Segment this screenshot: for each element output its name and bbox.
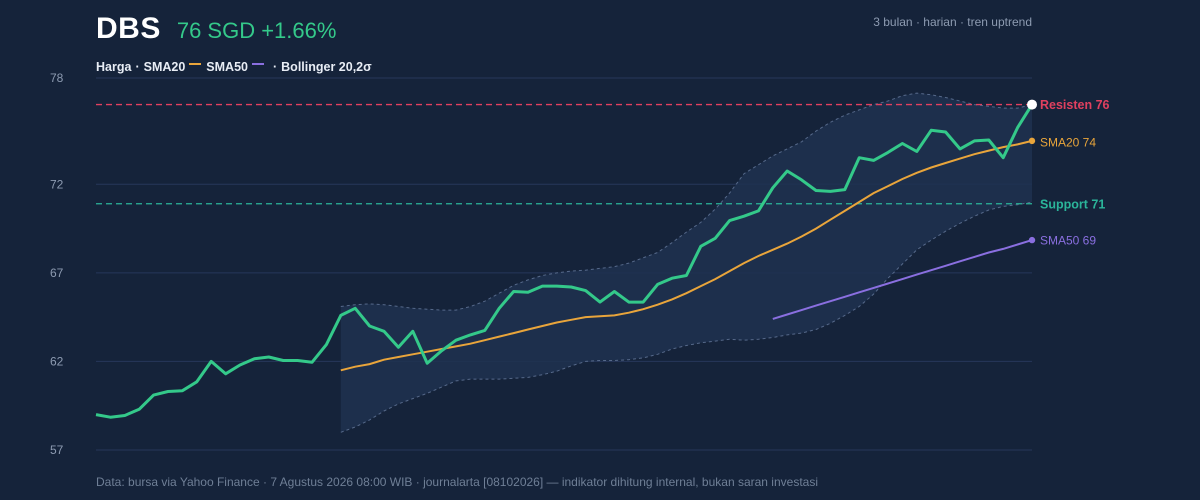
ticker-symbol: DBS [96,12,161,45]
legend-sma50: SMA50 [206,60,248,74]
price-change: 76 SGD +1.66% [176,18,337,43]
legend-bollinger: Bollinger 20,2σ [281,60,372,74]
price-line [95,103,1034,419]
sma20-end-marker [1028,137,1036,145]
legend-sma50-swatch [251,63,264,65]
sma50-end-marker [1028,236,1036,244]
sma20-line [340,139,1033,372]
legend-separator: · [135,60,140,74]
y-tick-label: 62 [50,354,64,368]
y-tick-label: 78 [50,71,64,85]
legend-separator: · [272,60,278,74]
footer-source: Data: bursa via Yahoo Finance · 7 Agustu… [96,475,818,489]
bollinger-upper-line [340,92,1033,311]
legend: Harga · SMA20 SMA50 · Bollinger 20,2σ [96,60,372,74]
bollinger-lower-line [340,201,1033,433]
header: DBS 76 SGD +1.66% [96,12,336,46]
support-label: Support 71 [1040,197,1105,211]
sma50-line [772,239,1033,320]
legend-sma20: SMA20 [143,60,186,74]
y-tick-label: 57 [50,443,64,457]
legend-sma20-swatch [189,63,202,65]
sma50-end-label: SMA50 69 [1040,234,1096,248]
resistance-label: Resisten 76 [1040,98,1110,112]
y-tick-label: 72 [50,177,64,191]
price-end-marker [1027,99,1037,110]
legend-price: Harga [96,60,132,74]
sma20-end-label: SMA20 74 [1040,135,1096,149]
bollinger-band-fill [340,93,1032,433]
chart-meta: 3 bulan · harian · tren uptrend [873,15,1032,29]
y-tick-label: 67 [50,266,64,280]
